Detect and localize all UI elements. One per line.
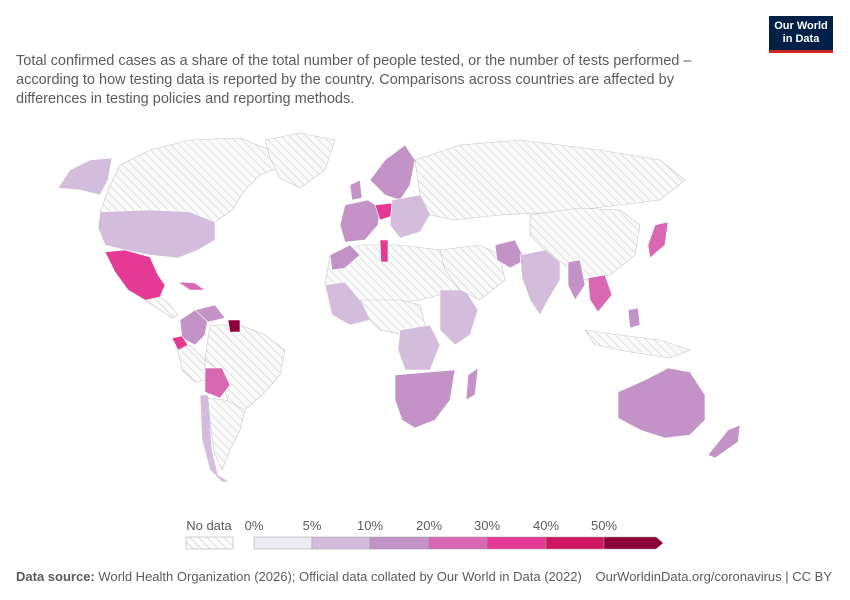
region-mexico[interactable] [104, 249, 166, 301]
region-cuba[interactable] [176, 281, 206, 291]
region-tunisia[interactable] [379, 239, 389, 263]
legend-tick-4: 30% [474, 518, 500, 533]
legend-swatch-3[interactable] [428, 536, 488, 550]
region-madagascar[interactable] [465, 367, 479, 401]
region-australia[interactable] [617, 367, 706, 439]
region-dr-congo[interactable] [397, 324, 441, 371]
logo-line-1: Our World [774, 20, 828, 32]
region-canada[interactable] [99, 137, 286, 223]
region-japan[interactable] [647, 221, 669, 259]
world-map: No data 0% 5% 10% 20% 30% 40% 50% [57, 132, 741, 550]
region-uk[interactable] [349, 179, 363, 201]
region-greenland[interactable] [264, 132, 336, 189]
region-myanmar[interactable] [567, 259, 586, 301]
legend-tick-1: 5% [303, 518, 322, 533]
legend-swatch-6[interactable] [603, 536, 664, 550]
region-east-africa[interactable] [439, 289, 479, 346]
url-license-link[interactable]: OurWorldinData.org/coronavirus | CC BY [595, 569, 832, 584]
region-russia[interactable] [414, 139, 686, 221]
region-suriname[interactable] [227, 319, 241, 333]
legend-swatch-2[interactable] [369, 536, 430, 550]
region-philippines[interactable] [627, 307, 641, 329]
legend-swatch-1[interactable] [311, 536, 371, 550]
region-middle-east[interactable] [439, 244, 506, 301]
region-argentina[interactable] [207, 397, 246, 471]
data-source-text: World Health Organization (2026); Offici… [94, 569, 582, 584]
region-ecuador[interactable] [171, 335, 189, 351]
legend-tick-5: 40% [533, 518, 559, 533]
region-china[interactable] [529, 207, 641, 281]
legend-tick-0: 0% [245, 518, 264, 533]
region-central-america[interactable] [144, 296, 179, 319]
region-morocco[interactable] [329, 244, 361, 271]
region-new-zealand[interactable] [707, 424, 741, 459]
region-western-europe[interactable] [339, 199, 381, 243]
region-brazil[interactable] [204, 324, 286, 411]
region-indonesia[interactable] [584, 329, 691, 359]
legend-no-data-label: No data [186, 518, 232, 533]
region-bolivia[interactable] [204, 367, 231, 399]
legend-tick-2: 10% [357, 518, 383, 533]
owid-logo[interactable]: Our World in Data [769, 16, 833, 53]
legend-swatch-0[interactable] [253, 536, 313, 550]
legend-swatch-5[interactable] [545, 536, 605, 550]
region-united-states[interactable] [97, 209, 216, 259]
region-peru[interactable] [177, 344, 206, 383]
legend-tick-3: 20% [416, 518, 442, 533]
data-source-label: Data source: [16, 569, 95, 584]
map-legend: No data 0% 5% 10% 20% 30% 40% 50% [185, 518, 664, 550]
region-thailand[interactable] [587, 274, 613, 313]
data-source: Data source: World Health Organization (… [16, 569, 582, 584]
region-iran[interactable] [494, 239, 526, 269]
legend-tick-6: 50% [591, 518, 617, 533]
region-southern-africa[interactable] [394, 369, 456, 429]
legend-no-data-swatch[interactable] [185, 536, 234, 550]
region-alaska[interactable] [57, 157, 113, 196]
chart-subtitle: Total confirmed cases as a share of the … [16, 53, 692, 107]
region-venezuela[interactable] [194, 304, 226, 323]
logo-line-2: in Data [782, 33, 820, 45]
region-india[interactable] [519, 249, 561, 316]
legend-swatch-4[interactable] [486, 536, 547, 550]
region-scandinavia[interactable] [369, 144, 416, 201]
